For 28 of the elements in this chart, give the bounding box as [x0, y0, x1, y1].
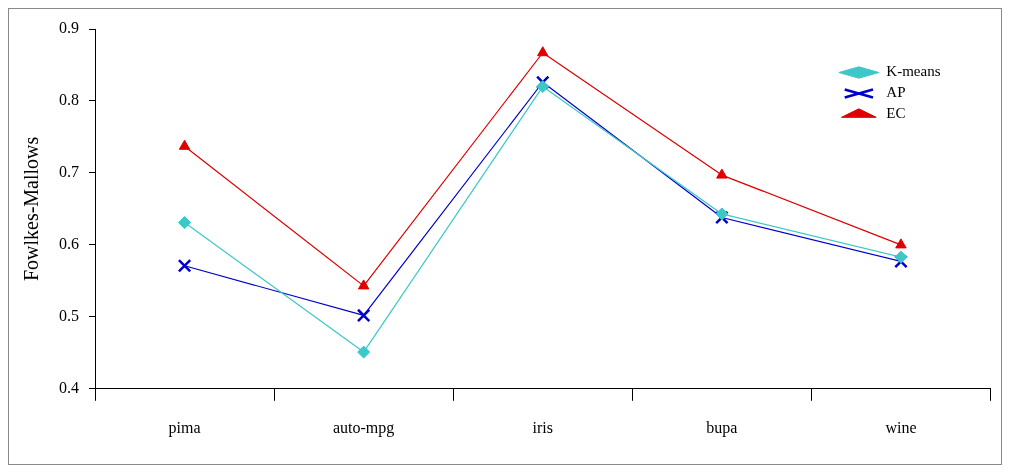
point	[177, 258, 192, 273]
point	[715, 207, 729, 221]
y-axis-title: Fowlkes-Mallows	[20, 136, 43, 282]
x-tick-label: iris	[532, 418, 553, 436]
x-tick-label: auto-mpg	[332, 418, 395, 437]
x-tick-label: bupa	[706, 418, 738, 437]
y-tick-label: 0.6	[59, 235, 79, 253]
legend-label: EC	[886, 105, 906, 122]
point	[716, 168, 728, 179]
point	[536, 80, 550, 94]
point	[178, 139, 191, 150]
y-tick-label: 0.7	[59, 163, 79, 181]
legend-label: AP	[886, 84, 906, 101]
x-tick-label: wine	[885, 418, 917, 436]
point	[537, 46, 549, 57]
y-tick-label: 0.5	[59, 307, 79, 325]
point	[356, 308, 371, 323]
point	[714, 210, 729, 225]
point	[895, 238, 907, 249]
point	[357, 279, 370, 290]
y-tick-label: 0.8	[59, 91, 79, 109]
point	[178, 216, 192, 230]
legend-label: K-means	[886, 63, 941, 80]
x-tick-label: pima	[168, 418, 201, 437]
y-tick-label: 0.9	[59, 19, 79, 37]
point	[894, 250, 908, 264]
y-tick-label: 0.4	[59, 379, 79, 396]
point	[357, 345, 371, 359]
